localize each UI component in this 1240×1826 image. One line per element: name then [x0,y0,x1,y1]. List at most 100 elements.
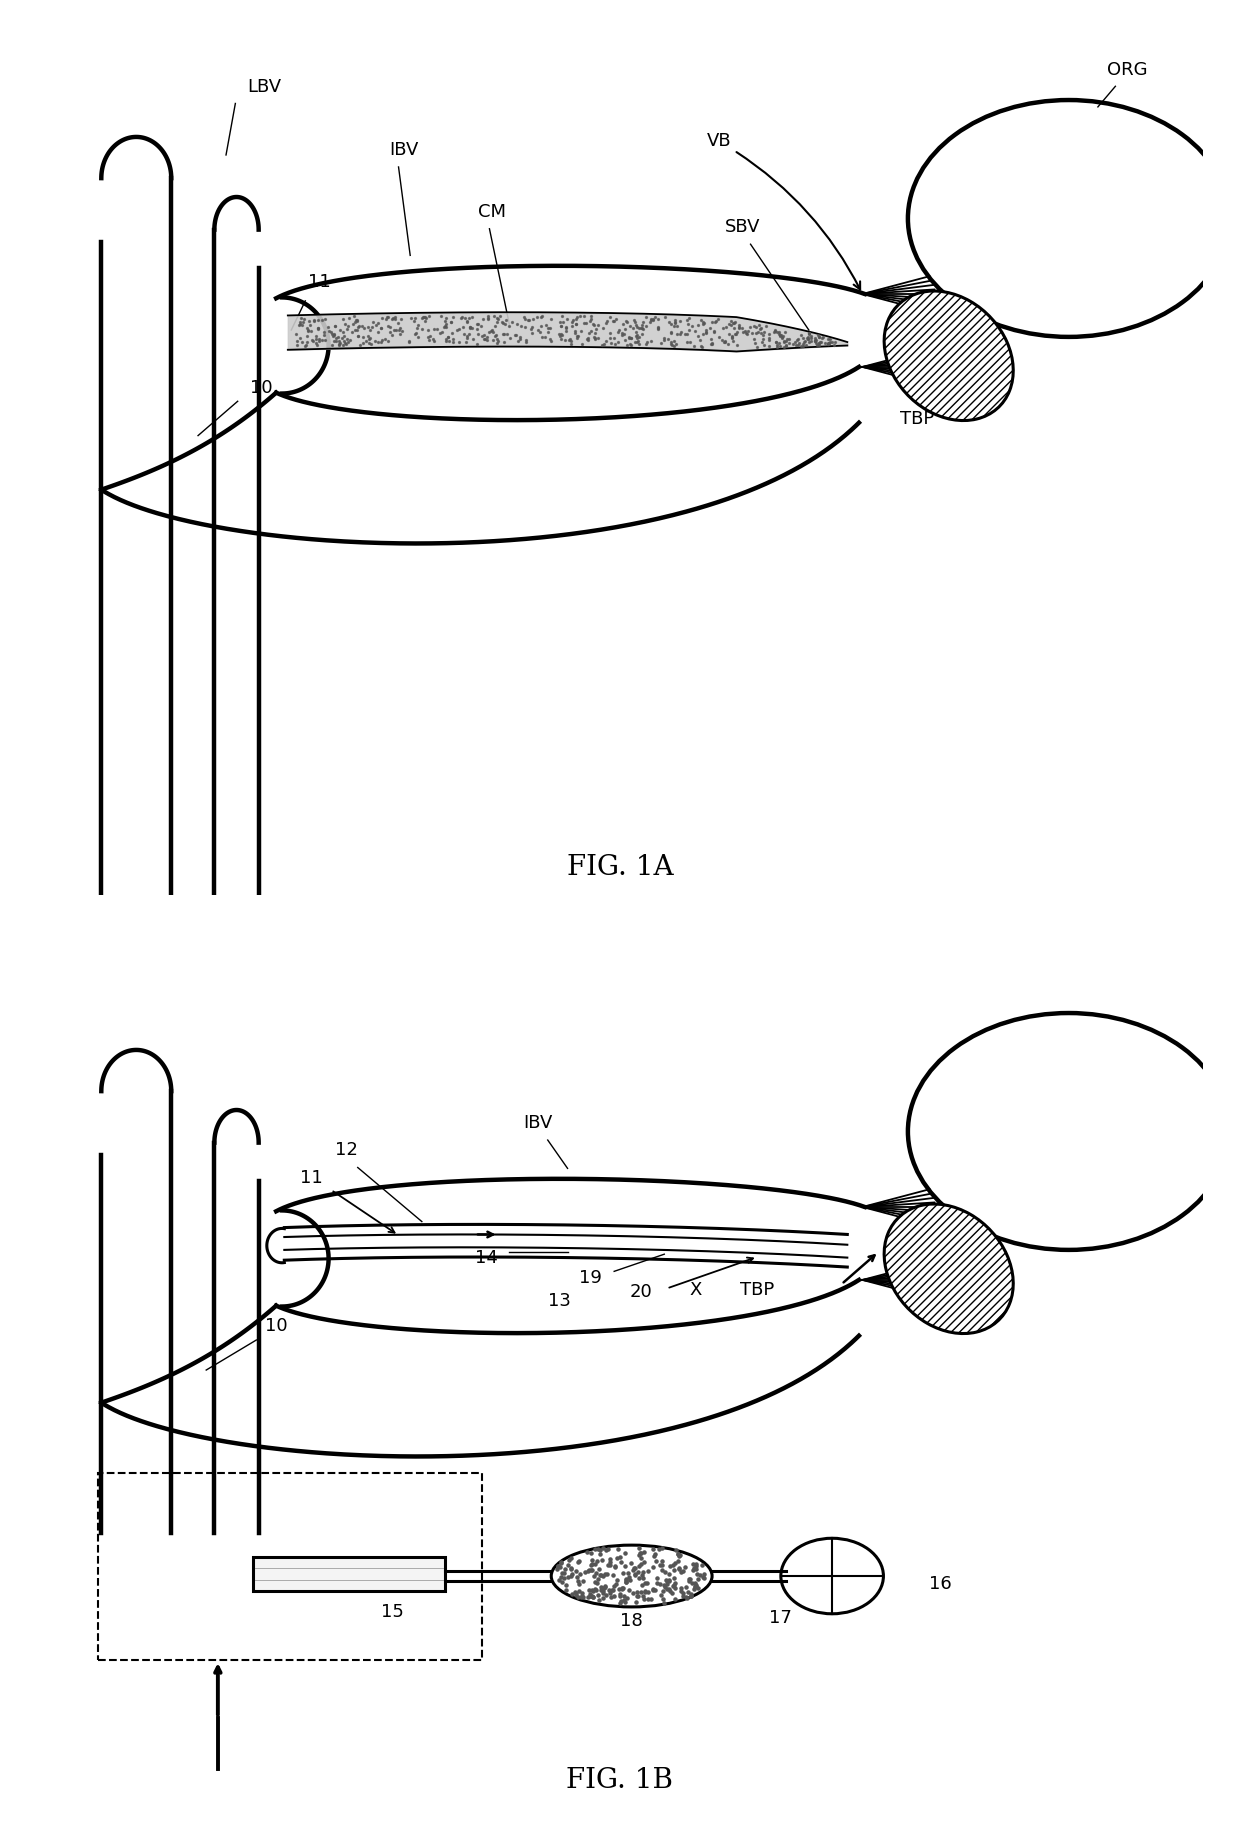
Point [570,1559,590,1589]
Point [486,320,506,349]
Point [335,321,355,351]
Point [687,1559,707,1589]
Point [773,321,792,351]
Point [620,312,640,341]
Point [551,325,570,354]
Point [704,318,724,347]
Point [551,307,570,336]
Point [366,327,386,356]
Point [582,1581,601,1611]
Point [639,1578,658,1607]
Point [455,303,475,332]
Point [639,1585,658,1614]
Point [506,321,526,351]
Point [330,327,350,356]
Point [641,1585,661,1614]
Point [552,1569,572,1598]
Point [392,316,412,345]
Point [661,327,681,356]
Point [428,314,448,343]
Point [487,329,507,358]
Point [573,1567,593,1596]
Point [652,1550,672,1579]
Point [600,318,620,347]
Point [538,314,558,343]
Point [645,1539,665,1569]
Point [686,1554,706,1583]
Point [593,1534,613,1563]
Point [655,303,675,332]
Point [604,307,624,336]
Point [500,323,520,352]
Point [662,331,682,360]
Point [565,1556,585,1585]
Point [590,1539,610,1569]
Point [559,325,579,354]
Point [665,1569,684,1598]
Ellipse shape [884,1203,1013,1333]
Point [713,314,733,343]
Point [826,327,846,356]
Point [308,331,327,360]
Point [516,312,536,341]
Point [582,301,601,331]
Point [686,1548,706,1578]
Point [371,314,391,343]
Point [469,320,489,349]
Point [722,307,742,336]
Point [818,329,838,358]
Point [567,323,587,352]
Point [658,307,678,336]
Point [578,325,598,354]
Point [324,321,343,351]
Point [562,312,582,341]
Point [610,1579,630,1609]
Point [532,301,552,331]
Point [754,331,774,360]
Point [435,307,455,336]
Point [286,320,306,349]
Point [360,316,379,345]
Text: 19: 19 [579,1269,603,1287]
Point [631,314,651,343]
Point [613,310,632,340]
Point [415,307,435,336]
Point [575,1558,595,1587]
Point [665,327,684,356]
Point [579,318,599,347]
Point [379,312,399,341]
Text: 18: 18 [620,1612,644,1631]
Point [573,1583,593,1612]
Point [748,332,768,362]
Point [539,323,559,352]
Point [599,1576,619,1605]
Point [658,1565,678,1594]
Point [719,310,739,340]
Point [449,329,469,358]
Point [560,1554,580,1583]
Point [565,310,585,340]
Point [630,1539,650,1569]
Point [631,310,651,340]
Point [806,327,826,356]
Point [604,323,624,352]
Point [551,320,570,349]
Point [671,1574,691,1603]
Point [591,331,611,360]
Point [596,327,616,356]
Point [717,312,737,341]
Point [661,329,681,358]
Point [309,312,329,341]
Point [513,301,533,331]
Text: LBV: LBV [248,79,281,97]
Point [407,318,427,347]
Point [663,1550,683,1579]
Point [579,1576,599,1605]
Point [718,329,738,358]
Point [474,320,494,349]
Point [686,1570,706,1600]
Point [666,331,686,360]
Point [678,303,698,332]
Point [702,329,722,358]
Point [554,1554,574,1583]
